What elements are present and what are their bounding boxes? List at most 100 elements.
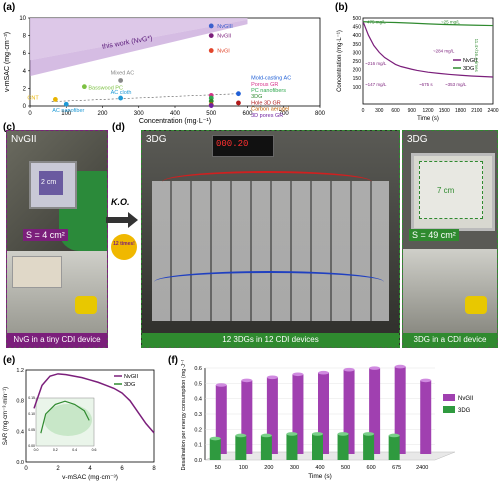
chart-a-ytick-label: 8 xyxy=(23,34,27,40)
chart-a-point xyxy=(118,78,124,83)
chart-f-xtick-label: 600 xyxy=(367,465,376,471)
chart-f-bar-3dg xyxy=(337,433,349,460)
chart-f-xtick-label: 100 xyxy=(239,465,248,471)
chart-e-xlabel: v-mSAC (mg·cm⁻³) xyxy=(62,474,118,481)
photo-nvgii: NvGII 2 cm S = 4 cm² NvG in a tiny CDI d… xyxy=(6,130,108,348)
chart-a-band-lower xyxy=(30,19,248,77)
chart-a-ytick-label: 2 xyxy=(23,86,27,92)
chart-e-inset-ytick: 0.10 xyxy=(28,412,35,416)
chart-b-xtick-label: 1500 xyxy=(439,108,450,114)
chart-f-bar-3dg xyxy=(209,438,221,460)
photo-nvgii-caption: NvG in a tiny CDI device xyxy=(7,333,107,347)
panel-b-label: (b) xyxy=(335,2,348,13)
chart-f-bar-3dg-top xyxy=(337,432,349,436)
chart-f-ytick-label: 0.0 xyxy=(194,458,202,464)
chart-f-bar-3dg-top xyxy=(363,432,375,436)
chart-a-point-label: Porous GR xyxy=(251,82,278,88)
chart-e-ylabel: SAR (mg·cm⁻³·min⁻¹) xyxy=(3,387,9,445)
chart-a-point xyxy=(52,97,58,102)
chart-f-bar-nvgii xyxy=(318,372,329,454)
chart-f-bar-nvgii-top xyxy=(318,370,329,375)
chart-b-xtick-label: 300 xyxy=(375,108,384,114)
chart-b-xtick-label: 2100 xyxy=(471,108,482,114)
chart-f-bar-nvgii xyxy=(215,385,227,454)
chart-a-point-label: Basswood PC xyxy=(88,86,123,92)
photo-cdi-large xyxy=(403,249,497,333)
chart-b-xlabel: Time (s) xyxy=(417,116,439,122)
chart-a-xtick-label: 800 xyxy=(315,111,326,117)
photo-3dg-array-title: 3DG xyxy=(146,134,167,145)
photo-3dg-area: S = 49 cm² xyxy=(409,229,459,241)
electrode-inner xyxy=(39,171,63,195)
chart-f-bar-3dg xyxy=(363,433,375,460)
chart-e-series-nvgii xyxy=(33,373,155,434)
chart-f-ylabel: Desalination per energy consumption (mg·… xyxy=(181,360,187,470)
chart-a-point-label: 3D pores GR xyxy=(251,113,283,119)
photo-nvgii-title: NvGII xyxy=(11,134,37,145)
chart-a-point-label: Carbon aerogel xyxy=(251,107,289,113)
panel-e-label: (e) xyxy=(3,355,16,366)
chart-b-ytick-label: 100 xyxy=(353,85,362,91)
chart-a-xtick-label: 700 xyxy=(279,111,290,117)
chart-b-xtick-label: 900 xyxy=(408,108,417,114)
chart-b-annotation: 11.4×/16.4 times xyxy=(474,39,479,73)
chart-f-bar-nvgii xyxy=(266,377,278,454)
panel-f-label: (f) xyxy=(168,355,178,366)
chart-b-annotation: ~284 mg/L xyxy=(433,48,455,53)
chart-a-xtick-label: 300 xyxy=(134,111,145,117)
chart-f-ytick-label: 0.6 xyxy=(194,366,202,372)
chart-f-xtick-label: 2400 xyxy=(416,465,428,471)
chart-f-bar-nvgii-top xyxy=(369,366,381,370)
chart-f-bar-3dg-top xyxy=(209,436,221,441)
electrode-large-inner xyxy=(419,161,483,219)
chart-a-ytick-label: 10 xyxy=(19,16,26,22)
chart-f-legend-label: 3DG xyxy=(458,408,471,414)
chart-b-xtick-label: 1800 xyxy=(455,108,466,114)
chart-a-point-label: NvGI xyxy=(217,49,230,55)
chart-b-annotation: 475 mg/L xyxy=(367,20,386,25)
chart-e-series-3dg xyxy=(40,400,90,434)
chart-f-bar-3dg-top xyxy=(235,433,247,438)
chart-a-point-label: NvGIII xyxy=(217,24,233,30)
chart-a-point-label: PC nanofibers xyxy=(251,88,286,94)
chart-b-xtick-label: 2400 xyxy=(487,108,498,114)
wire-red xyxy=(162,171,372,193)
chart-e-xtick-label: 8 xyxy=(152,466,156,472)
chart-b-frame xyxy=(362,17,494,105)
chart-b-annotation: ~216 mg/L xyxy=(365,61,387,66)
chart-f-xtick-label: 675 xyxy=(392,465,401,471)
chart-f-bar-nvgii-top xyxy=(266,375,278,380)
chart-a-point-label: Mold-casting AC xyxy=(251,76,291,82)
chart-f-ytick-label: 0.2 xyxy=(194,427,202,433)
chart-e-ytick-label: 0.8 xyxy=(16,399,24,405)
chart-e-xtick-label: 4 xyxy=(88,466,92,472)
chart-f-ytick-label: 0.1 xyxy=(194,443,202,449)
display-panel xyxy=(212,135,274,157)
chart-f-bar-3dg xyxy=(388,435,400,460)
chart-a-xtick-label: 400 xyxy=(170,111,181,117)
chart-b-xtick-label: 0 xyxy=(362,108,365,114)
chart-a-xlabel: Concentration (mg·L⁻¹) xyxy=(139,118,211,125)
chart-a-ytick-label: 6 xyxy=(23,51,27,57)
chart-e-inset-xtick: 0.2 xyxy=(53,448,58,452)
chart-f-xtick-label: 400 xyxy=(315,465,324,471)
chart-f-bar-3dg xyxy=(286,433,298,460)
chart-f-xtick-label: 50 xyxy=(215,465,221,471)
chart-a-point-label: 3DG xyxy=(251,94,262,100)
chart-a-point-label: Mixed AC xyxy=(111,70,135,76)
chart-e-xtick-label: 2 xyxy=(56,466,60,472)
chart-b-legend-label: 3DG xyxy=(463,66,474,72)
chart-a-xtick-label: 100 xyxy=(61,111,72,117)
chart-f-bar-nvgii xyxy=(343,369,355,454)
chart-b-ytick-label: 250 xyxy=(353,59,362,65)
chart-b-annotation: ~675 s xyxy=(419,82,433,87)
chart-e-inset-ytick: 0.15 xyxy=(28,396,35,400)
chart-a-point xyxy=(63,101,69,107)
chart-b-ytick-label: 350 xyxy=(353,42,362,48)
chart-f-bar-nvgii-top xyxy=(343,367,355,372)
chart-f-ytick-label: 0.3 xyxy=(194,412,202,418)
panel-a-label: (a) xyxy=(3,2,16,13)
chart-f-xtick-label: 300 xyxy=(290,465,299,471)
photo-3dg-array-caption: 12 3DGs in 12 CDI devices xyxy=(142,333,399,347)
chart-e-inset-blob xyxy=(44,404,92,436)
